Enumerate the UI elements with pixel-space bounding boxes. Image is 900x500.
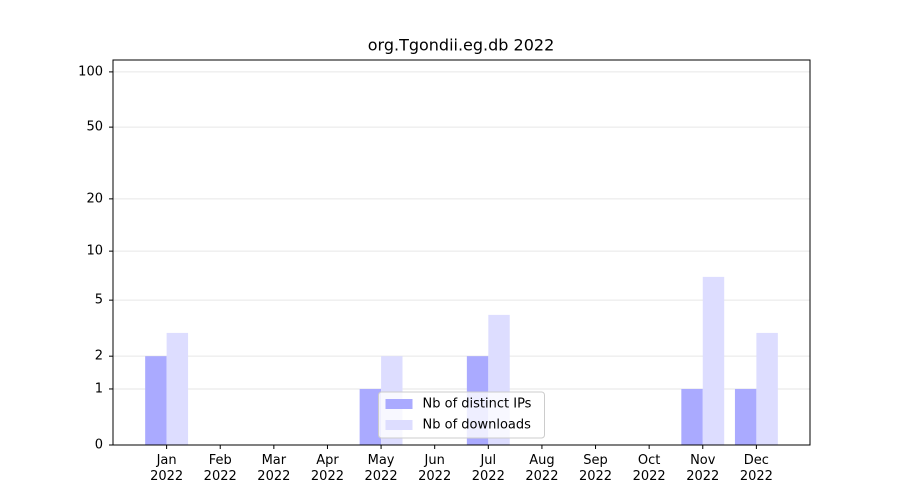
bar — [756, 332, 778, 445]
x-tick-label: Apr 2022 — [310, 453, 344, 484]
y-tick-label: 2 — [95, 349, 103, 364]
plot-frame — [112, 59, 811, 446]
x-tick-label: Dec 2022 — [739, 453, 773, 484]
y-tick-label: 1 — [95, 381, 103, 396]
legend: Nb of distinct IPs Nb of downloads — [378, 391, 545, 439]
x-tick-label: Jul 2022 — [471, 453, 505, 484]
x-tick-label: Sep 2022 — [578, 453, 613, 484]
bar — [359, 388, 382, 445]
x-tick-label: Jun 2022 — [418, 453, 452, 484]
bar — [681, 388, 703, 445]
x-tick-label: Aug 2022 — [525, 453, 559, 484]
legend-box — [378, 391, 545, 439]
bar — [145, 356, 167, 445]
legend-label: Nb of downloads — [423, 418, 532, 433]
legend-swatch — [385, 420, 413, 430]
y-tick-label: 0 — [95, 438, 103, 453]
y-tick-label: 50 — [86, 120, 103, 135]
y-tick-label: 100 — [78, 64, 103, 79]
x-tick-label: Jan 2022 — [150, 453, 184, 484]
x-tick-label: Oct 2022 — [632, 453, 666, 484]
legend-swatch — [385, 399, 413, 409]
bar — [702, 276, 725, 445]
chart-title: org.Tgondii.eg.db 2022 — [368, 36, 555, 55]
grid — [113, 71, 810, 446]
y-tick-label: 10 — [86, 244, 103, 259]
legend-label: Nb of distinct IPs — [423, 397, 532, 412]
y-tick-label: 5 — [95, 293, 103, 308]
y-tick-label: 20 — [86, 191, 103, 206]
x-tick-label: Nov 2022 — [686, 453, 720, 484]
bar — [734, 388, 757, 445]
bar — [166, 332, 189, 445]
x-tick-label: Feb 2022 — [203, 453, 237, 484]
x-tick-label: Mar 2022 — [257, 453, 291, 484]
x-tick-label: May 2022 — [364, 453, 398, 484]
